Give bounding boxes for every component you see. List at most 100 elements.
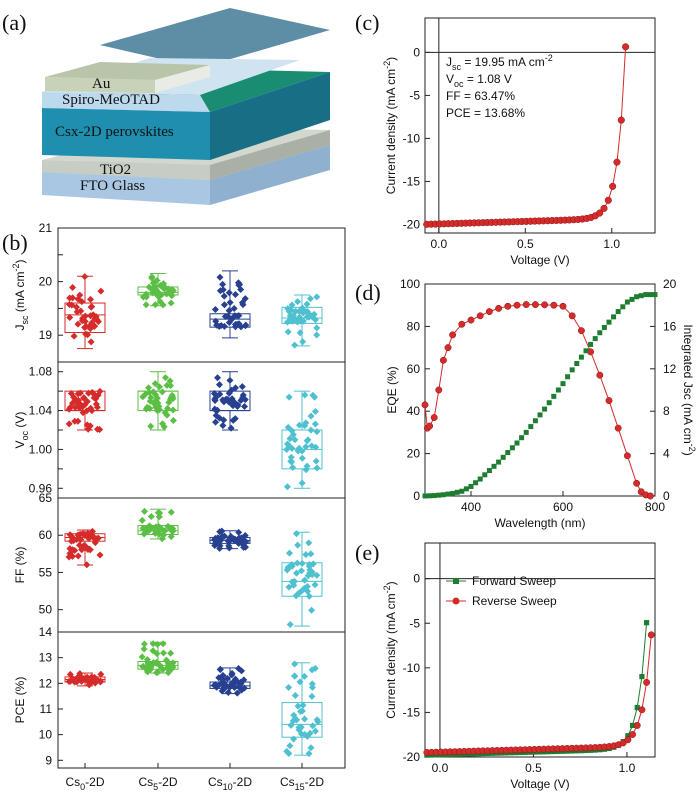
data-point <box>313 331 321 339</box>
jsc-point <box>597 330 603 336</box>
data-point <box>287 721 295 729</box>
data-point <box>149 647 157 655</box>
jsc-point <box>463 486 469 492</box>
jsc-point <box>560 381 566 387</box>
data-point <box>214 534 222 542</box>
y-axis-label: Current density (mA cm-2) <box>382 57 398 194</box>
data-point <box>313 464 321 472</box>
layer-label-fto: FTO Glass <box>80 178 145 194</box>
data-point <box>291 660 299 668</box>
data-point <box>87 295 95 303</box>
data-point <box>74 399 82 407</box>
jsc-point <box>477 476 483 482</box>
jsc-point <box>638 293 644 299</box>
data-point <box>74 320 82 328</box>
y-axis-label: PCE (%) <box>13 677 27 724</box>
data-point <box>241 295 249 303</box>
jsc-point <box>537 412 543 418</box>
data-point <box>68 532 76 540</box>
eqe-point <box>421 401 429 409</box>
subplot-frame <box>57 631 346 769</box>
data-point <box>167 665 175 673</box>
jsc-point <box>647 292 653 298</box>
data-point <box>311 420 319 428</box>
data-point <box>302 419 310 427</box>
data-point <box>313 324 321 332</box>
data-point <box>155 383 163 391</box>
data-point <box>300 672 308 680</box>
data-point <box>142 301 150 309</box>
data-point <box>226 537 234 545</box>
data-point <box>89 676 97 684</box>
spiro-front <box>42 92 210 112</box>
y-tick-label: 60 <box>407 362 421 376</box>
data-point <box>231 312 239 320</box>
data-point <box>66 313 74 321</box>
data-point <box>81 273 89 281</box>
jsc-point <box>427 493 433 499</box>
data-point <box>292 530 300 538</box>
jsc-point <box>514 440 520 446</box>
y-tick-label: -20 <box>403 217 421 231</box>
data-point <box>151 380 159 388</box>
data-point <box>235 312 243 320</box>
data-point <box>294 702 302 710</box>
data-point <box>298 560 306 568</box>
data-point <box>85 681 93 689</box>
x-tick-label: 1.0 <box>603 237 620 251</box>
eqe-point <box>633 479 641 487</box>
layer-label-tio2: TiO2 <box>100 162 131 178</box>
data-point <box>285 393 293 401</box>
data-point <box>139 293 147 301</box>
au-front <box>45 77 155 93</box>
data-point <box>220 322 228 330</box>
data-point <box>96 678 104 686</box>
y-tick-label: 21 <box>39 221 53 235</box>
data-point <box>298 304 306 312</box>
box-Cs10-2D <box>209 371 251 432</box>
eqe-point <box>568 312 576 320</box>
subplot-0: 19 20 21 Jsc (mA cm-2) <box>11 221 346 363</box>
data-point <box>147 513 155 521</box>
y-tick-label: 1.04 <box>29 404 53 418</box>
box-Cs15-2D <box>281 390 323 491</box>
box-Cs0-2D <box>64 273 106 350</box>
jsc-point <box>583 348 589 354</box>
panel-a-label: (a) <box>2 10 26 35</box>
data-point <box>138 653 146 661</box>
data-point <box>166 395 174 403</box>
data-point <box>215 381 223 389</box>
jsc-point <box>509 445 515 451</box>
data-point <box>147 422 155 430</box>
y-tick-label: 60 <box>39 528 53 542</box>
legend-marker <box>453 578 459 584</box>
y-tick-label: 14 <box>39 625 53 639</box>
data-point <box>235 281 243 289</box>
panel-a: (a) Au Spiro-MeOTAD Csx <box>2 8 330 205</box>
y-right-tick-label: 8 <box>663 404 670 418</box>
data-point <box>230 304 238 312</box>
data-point <box>167 290 175 298</box>
eqe-point <box>458 320 466 328</box>
data-point <box>71 404 79 412</box>
box-Cs0-2D <box>64 527 106 569</box>
data-point <box>217 680 225 688</box>
data-point <box>294 298 302 306</box>
y-tick-label: 40 <box>407 404 421 418</box>
data-point <box>146 397 154 405</box>
eqe-point <box>596 371 604 379</box>
box-Cs10-2D <box>209 527 251 552</box>
data-point <box>284 563 292 571</box>
eqe-point <box>444 344 452 352</box>
eqe-point <box>485 308 493 316</box>
data-point <box>307 744 315 752</box>
data-point <box>604 196 612 204</box>
data-point <box>169 416 177 424</box>
eqe-point <box>426 422 434 430</box>
jsc-point <box>468 483 474 489</box>
x-tick-label: 0.5 <box>517 237 534 251</box>
data-point <box>242 538 250 546</box>
data-point <box>285 308 293 316</box>
